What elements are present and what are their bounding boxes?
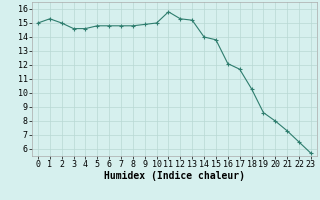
X-axis label: Humidex (Indice chaleur): Humidex (Indice chaleur) [104,171,245,181]
